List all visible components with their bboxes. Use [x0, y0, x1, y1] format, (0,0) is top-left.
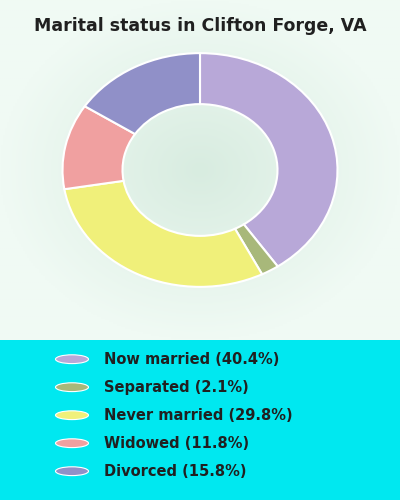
Wedge shape	[64, 181, 262, 287]
Wedge shape	[200, 53, 338, 266]
Wedge shape	[235, 224, 278, 274]
Ellipse shape	[56, 411, 88, 420]
Text: Separated (2.1%): Separated (2.1%)	[104, 380, 249, 394]
Ellipse shape	[56, 439, 88, 448]
Text: Now married (40.4%): Now married (40.4%)	[104, 352, 279, 366]
Ellipse shape	[56, 467, 88, 475]
Text: Divorced (15.8%): Divorced (15.8%)	[104, 464, 246, 478]
Text: Never married (29.8%): Never married (29.8%)	[104, 408, 293, 422]
Text: Widowed (11.8%): Widowed (11.8%)	[104, 436, 249, 450]
Ellipse shape	[56, 383, 88, 392]
Wedge shape	[62, 106, 135, 189]
Ellipse shape	[56, 355, 88, 364]
Text: Marital status in Clifton Forge, VA: Marital status in Clifton Forge, VA	[34, 17, 366, 35]
Wedge shape	[85, 53, 200, 134]
